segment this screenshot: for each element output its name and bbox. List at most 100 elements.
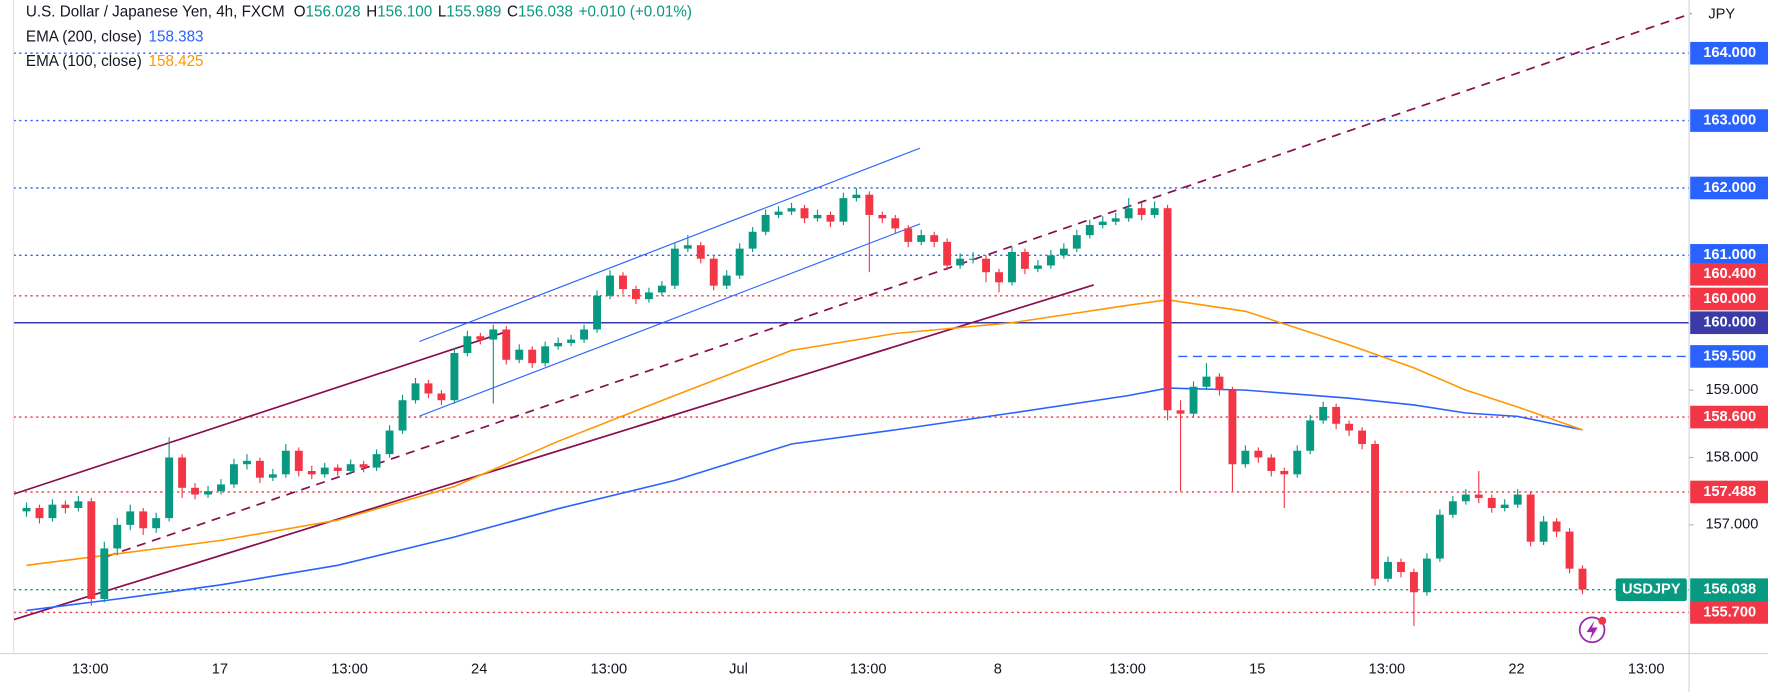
candle-body [1163,208,1172,411]
y-tick-label: 157.000 [1705,517,1758,533]
alert-bolt[interactable] [1586,620,1598,640]
alert-circle[interactable] [1578,616,1606,644]
ema-lines [26,299,1583,612]
candle-body [372,454,381,468]
price-tag-label: 160.000 [1703,315,1756,331]
symbol-tag [1615,578,1687,601]
candle-body [35,508,44,519]
c-label: C [507,3,518,20]
h-label: H [366,3,377,20]
candle-body [761,214,770,232]
ema-line [26,387,1583,612]
candle-body [1448,501,1457,515]
candle-body [217,484,225,492]
candle-body [683,245,692,249]
y-tick-label: 158.000 [1705,449,1758,465]
time-axis: 13:00 17 13:00 24 13:00 Jul 13:00 8 13:00 15 13:00… [72,661,1665,677]
candle-body [126,511,135,525]
candle-body [281,450,290,475]
candle-body [1033,265,1042,269]
alert-dot[interactable] [1598,616,1607,625]
candle-body [709,258,718,286]
candle-body [502,329,511,360]
x-tick-label: 13:00 [1628,661,1665,677]
candle-body [930,235,939,242]
title: U.S. Dollar / Japanese Yen, 4h, FXCM [26,3,285,20]
x-tick-label: Jul [729,661,748,677]
ema-value: 158.425 [149,53,204,70]
ema-legend: EMA (200, close) 158.383 [26,28,204,45]
candle-body [1293,450,1302,475]
candle-body [878,214,887,219]
candle-body [191,487,200,495]
candle-body [100,548,109,599]
x-tick-label: 13:00 [1109,661,1146,677]
candles [22,187,1587,626]
price-tag [1690,287,1768,311]
x-tick-label: 8 [994,661,1002,677]
price-tag [1690,601,1768,624]
price-tag-label: 160.000 [1703,291,1756,307]
candle-body [995,272,1003,283]
candle-body [670,248,679,286]
candle-body [411,383,420,401]
candle-body [1474,494,1483,498]
price-tag-label: 163.000 [1703,112,1756,128]
candle-body [1578,568,1587,590]
candle-body [87,501,96,599]
ema-value: 158.383 [149,28,204,45]
candle-body [813,214,822,219]
price-tag [1690,345,1768,368]
candle-body [1539,521,1548,542]
candle-body [696,245,705,259]
candle-body [943,241,952,266]
ema-line [26,299,1583,567]
candle-body [735,248,744,276]
l-value: 155.989 [446,3,501,20]
candle-body [1202,376,1211,387]
candle-body [1410,572,1418,593]
candle-body [644,292,653,300]
candle-body [1500,504,1509,509]
candle-body [139,511,148,529]
candle-body [152,518,161,529]
candle-body [528,349,537,364]
candle-body [489,329,498,340]
h-value: 156.100 [377,3,432,20]
price-tag [1690,176,1768,200]
candle-body [165,457,174,519]
price-tag [1690,311,1768,335]
candle-body [1215,376,1224,391]
candle-body [333,467,342,471]
candle-body [722,275,731,286]
x-tick-label: 24 [471,661,487,677]
drawings [13,12,1692,621]
candle-body [567,339,576,343]
candle-body [956,258,965,266]
candle-body [463,336,472,354]
candle-body [1422,558,1431,593]
price-tag [1690,480,1768,504]
candle-body [774,211,783,215]
candle-body [1085,225,1094,236]
currency: JPY [1708,7,1735,23]
candle-body [1552,521,1561,532]
ema-name: EMA (200, close) [26,28,142,45]
price-tag-label: 156.038 [1703,582,1756,598]
candle-body [1371,444,1379,579]
symbol-tag-label: USDJPY [1622,582,1681,598]
candle-body [1384,561,1392,579]
candle-body [74,501,83,509]
candle-body [1008,251,1016,283]
price-tag-label: 162.000 [1703,180,1756,196]
candle-body [1176,410,1185,414]
candle-body [748,231,757,249]
header: U.S. Dollar / Japanese Yen, 4h, FXCM O156… [26,3,692,70]
c-value: 156.038 [518,3,573,20]
x-tick-label: 13:00 [331,661,368,677]
candle-body [1565,531,1574,569]
price-tag-label: 158.600 [1703,409,1756,425]
alert-icon[interactable] [1578,616,1607,644]
candle-body [891,218,900,229]
